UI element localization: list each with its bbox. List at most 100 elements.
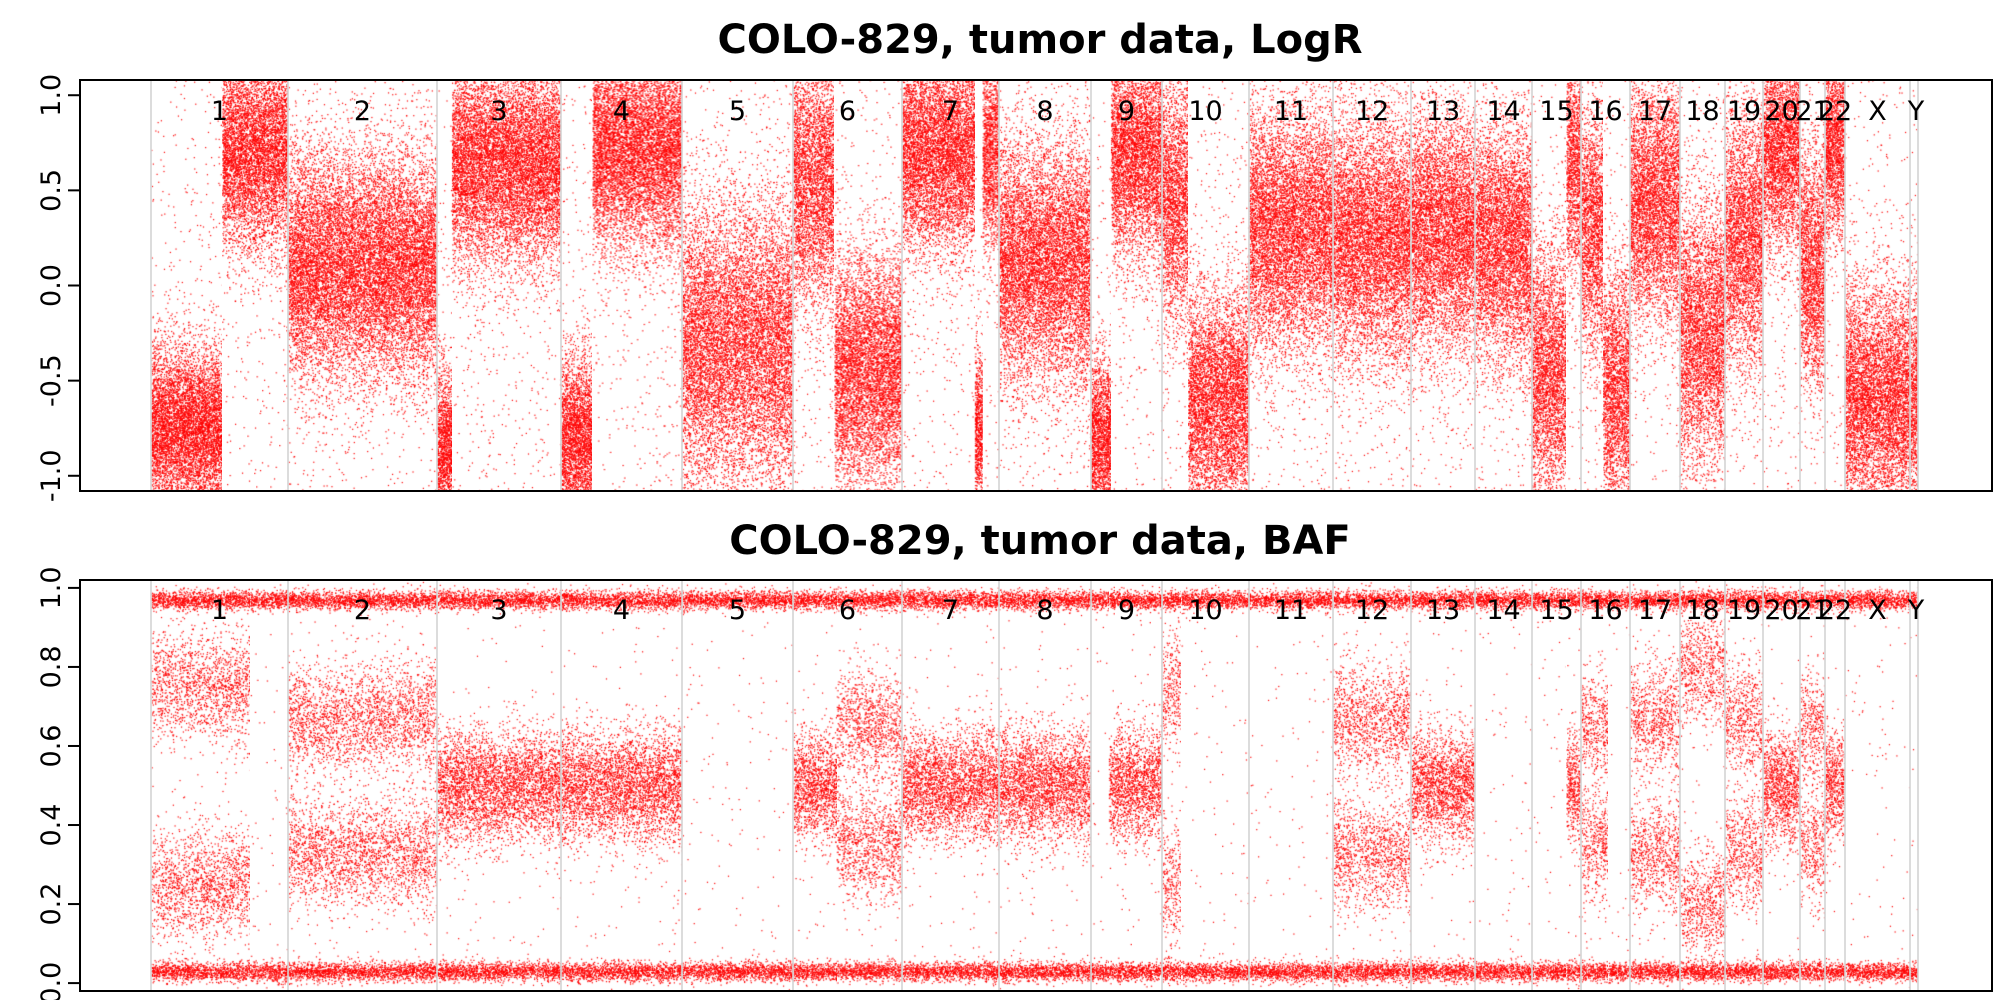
- logr-chrom-label-14: 14: [1486, 96, 1520, 127]
- logr-chrom-label-15: 15: [1539, 96, 1573, 127]
- baf-chrom-label-13: 13: [1426, 595, 1460, 626]
- logr-chrom-label-12: 12: [1355, 96, 1389, 127]
- baf-segment-points-chr12-15: [1333, 580, 1411, 991]
- baf-segment-points-chr17-22: [1630, 580, 1680, 991]
- logr-segment-points-chr10-17: [1188, 80, 1250, 491]
- baf-chrom-label-11: 11: [1274, 595, 1308, 626]
- baf-chrom-label-8: 8: [1036, 595, 1053, 626]
- logr-chrom-label-7: 7: [942, 96, 959, 127]
- logr-segment-points-chr19-28: [1725, 80, 1763, 491]
- baf-y-tick-label: 0.2: [36, 883, 67, 926]
- logr-segment-points-chr5-7: [682, 80, 793, 491]
- baf-y-tick-label: 1.0: [36, 566, 67, 609]
- baf-segment-points-chr13-16: [1411, 580, 1475, 991]
- logr-segment-points-chrY-33: [1910, 80, 1918, 491]
- logr-segment-points-chr9-14: [1091, 80, 1111, 491]
- baf-chrom-label-6: 6: [839, 595, 856, 626]
- baf-chrom-label-3: 3: [490, 595, 507, 626]
- logr-chrom-label-19: 19: [1727, 96, 1761, 127]
- baf-segment-points-chrY-29: [1910, 580, 1918, 991]
- baf-chrom-label-21: 21: [1795, 595, 1829, 626]
- baf-segment-points-chr15-19: [1566, 580, 1582, 991]
- logr-y-tick-label: -0.5: [36, 354, 67, 407]
- baf-chrom-label-19: 19: [1727, 595, 1761, 626]
- baf-segment-points-chr20-25: [1763, 580, 1800, 991]
- logr-segment-points-chr13-20: [1411, 80, 1475, 491]
- logr-chrom-label-21: 21: [1795, 96, 1829, 127]
- logr-segment-points-chr16-25: [1603, 80, 1631, 491]
- logr-segment-points-chr10-16: [1162, 80, 1188, 491]
- logr-chrom-label-1: 1: [211, 96, 228, 127]
- baf-segment-points-chr9-10: [1091, 580, 1109, 991]
- logr-segment-points-chr22-31: [1825, 80, 1845, 491]
- logr-chrom-label-22: 22: [1818, 96, 1852, 127]
- logr-segment-points-chr8-13: [999, 80, 1091, 491]
- baf-segment-points-chr5-5: [682, 580, 793, 991]
- baf-segment-points-chr19-24: [1725, 580, 1763, 991]
- baf-chrom-label-20: 20: [1764, 595, 1798, 626]
- logr-segment-points-chr14-21: [1475, 80, 1532, 491]
- logr-y-tick-label: -1.0: [36, 449, 67, 502]
- baf-y-tick-label: 0.4: [36, 804, 67, 847]
- logr-chrom-label-9: 9: [1118, 96, 1135, 127]
- baf-chrom-label-10: 10: [1188, 595, 1222, 626]
- logr-segment-points-chr18-27: [1680, 80, 1725, 491]
- baf-segment-points-chrX-28: [1845, 580, 1910, 991]
- baf-segment-points-chr6-6: [793, 580, 837, 991]
- logr-segment-points-chr12-19: [1333, 80, 1411, 491]
- baf-y-tick-label: 0.6: [36, 725, 67, 768]
- logr-chrom-label-5: 5: [729, 96, 746, 127]
- baf-segment-points-chr1-1: [249, 580, 288, 991]
- baf-chrom-label-16: 16: [1588, 595, 1622, 626]
- logr-chrom-label-2: 2: [354, 96, 371, 127]
- baf-chromosome-boundaries: [150, 580, 1919, 991]
- baf-segment-points-chr15-18: [1532, 580, 1566, 991]
- baf-chrom-label-9: 9: [1118, 595, 1135, 626]
- baf-chrom-label-Y: Y: [1907, 595, 1925, 626]
- logr-segment-points-chr15-22: [1532, 80, 1566, 491]
- logr-y-tick-label: 0.0: [36, 264, 67, 307]
- logr-segment-points-chr7-11: [974, 80, 983, 491]
- baf-panel: COLO-829, tumor data, BAF 1 2 3 4 5 6 7 8 9 10 11 1…: [36, 518, 1993, 1000]
- baf-segment-points-chr1-0: [151, 580, 250, 991]
- logr-segment-points-chr7-12: [982, 80, 999, 491]
- logr-segment-points-chr6-8: [793, 80, 834, 491]
- logr-segment-points-chrX-32: [1845, 80, 1910, 491]
- baf-chrom-label-22: 22: [1818, 595, 1852, 626]
- logr-chrom-label-11: 11: [1274, 96, 1308, 127]
- baf-segment-points-chr10-13: [1181, 580, 1250, 991]
- logr-title: COLO-829, tumor data, LogR: [717, 17, 1362, 63]
- baf-segment-points-chr7-8: [902, 580, 999, 991]
- baf-segment-points-chr22-27: [1825, 580, 1845, 991]
- baf-segment-points-chr11-14: [1249, 580, 1333, 991]
- logr-chrom-label-4: 4: [613, 96, 630, 127]
- logr-segment-points-chr6-9: [834, 80, 903, 491]
- logr-segment-points-chr4-6: [592, 80, 683, 491]
- baf-segment-points-chr16-20: [1581, 580, 1608, 991]
- logr-chrom-label-18: 18: [1685, 96, 1719, 127]
- logr-points: [151, 80, 1918, 491]
- baf-chrom-label-12: 12: [1355, 595, 1389, 626]
- baf-segment-points-chr3-3: [437, 580, 561, 991]
- logr-segment-points-chr15-23: [1566, 80, 1582, 491]
- logr-y-axis: -1.0 -0.5 0.0 0.5 1.0: [36, 74, 81, 502]
- logr-chrom-label-10: 10: [1188, 96, 1222, 127]
- logr-panel: COLO-829, tumor data, LogR 1 2 3 4 5 6 7 8 9 10 11…: [36, 17, 1993, 502]
- baf-segment-points-chr18-23: [1680, 580, 1725, 991]
- baf-segment-points-chr8-9: [999, 580, 1091, 991]
- baf-y-tick-label: 0.0: [36, 962, 67, 1000]
- logr-segment-points-chr3-3: [437, 80, 452, 491]
- baf-chrom-label-2: 2: [354, 595, 371, 626]
- logr-chromosome-boundaries: [150, 80, 1919, 491]
- logr-segment-points-chr7-10: [902, 80, 975, 491]
- baf-y-tick-label: 0.8: [36, 645, 67, 688]
- logr-chrom-label-20: 20: [1764, 96, 1798, 127]
- logr-y-tick-label: 1.0: [36, 74, 67, 117]
- logr-segment-points-chr2-2: [288, 80, 437, 491]
- logr-chrom-label-16: 16: [1588, 96, 1622, 127]
- logr-y-tick-label: 0.5: [36, 169, 67, 212]
- baf-segment-points-chr9-11: [1108, 580, 1162, 991]
- logr-chrom-label-Y: Y: [1907, 96, 1925, 127]
